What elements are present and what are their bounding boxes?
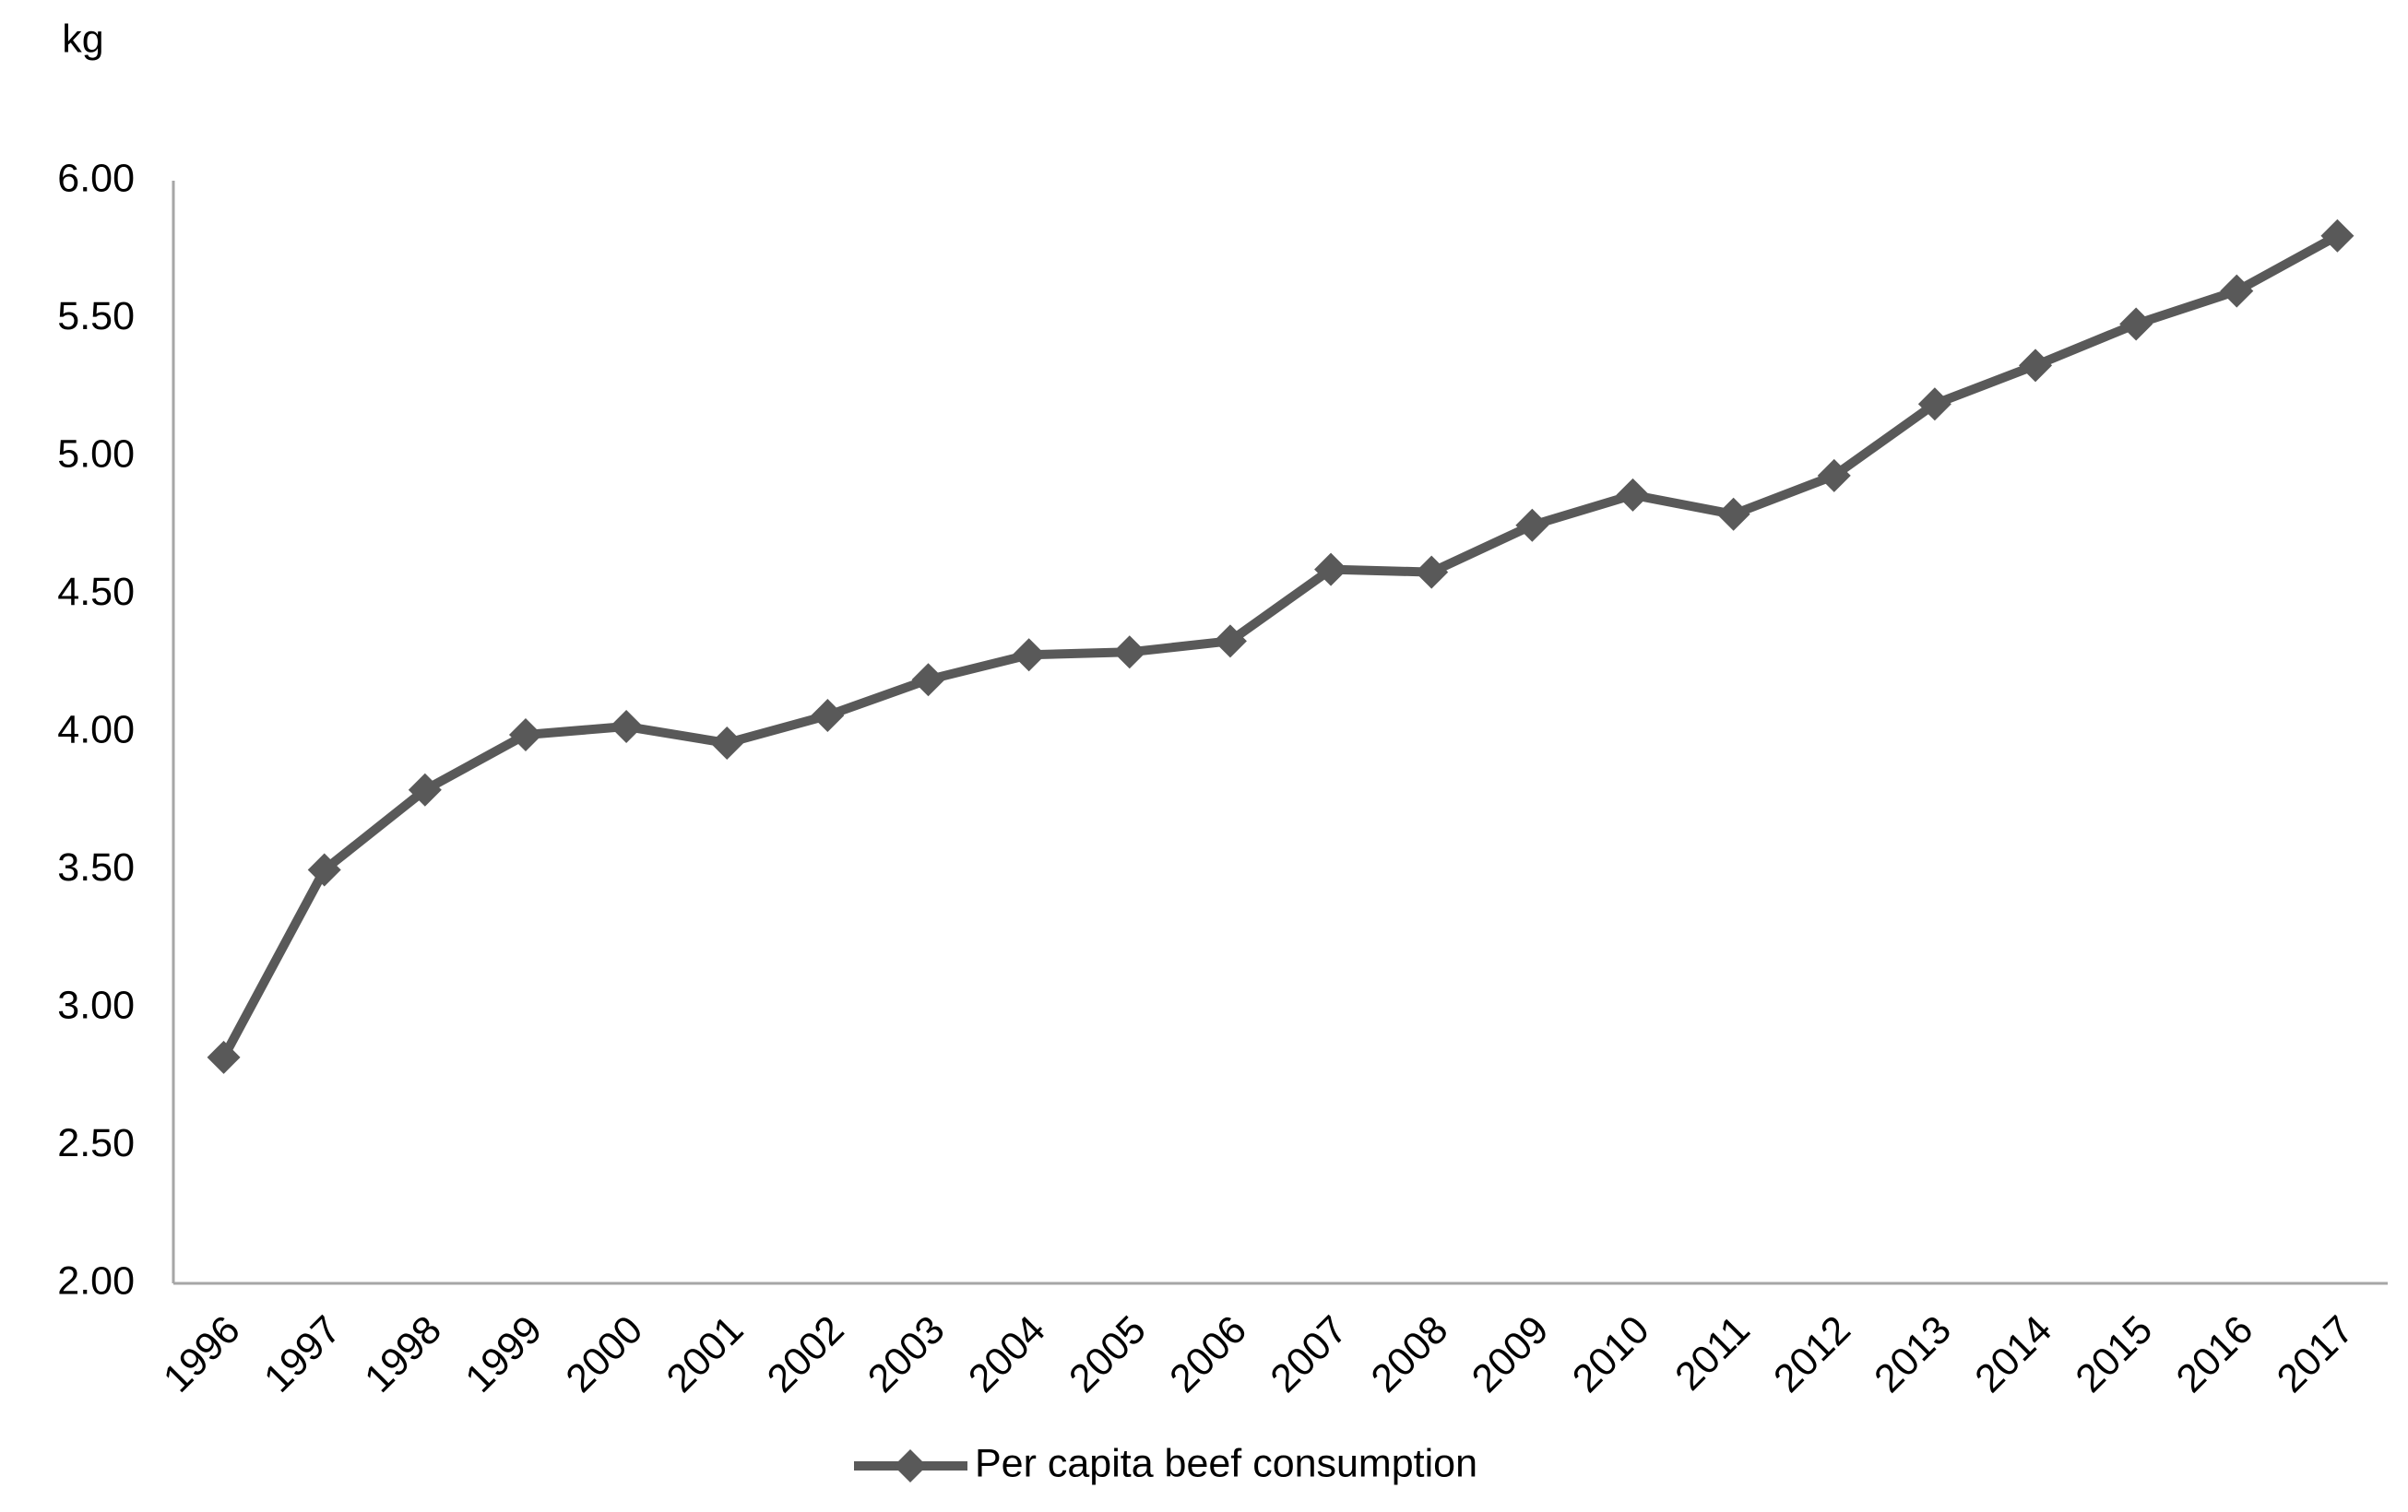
data-point	[1616, 478, 1650, 512]
data-point	[610, 710, 644, 744]
x-tick-label: 2013	[1866, 1307, 1960, 1401]
x-tick-label: 2016	[2168, 1307, 2262, 1401]
y-tick-label: 5.00	[57, 431, 135, 476]
x-tick-label: 2008	[1363, 1307, 1457, 1401]
x-tick-label: 1997	[255, 1307, 350, 1401]
data-point	[1817, 458, 1851, 492]
data-point	[408, 773, 442, 807]
data-point	[1716, 497, 1750, 531]
y-tick-label: 3.50	[57, 845, 135, 890]
x-tick-label: 2017	[2269, 1307, 2363, 1401]
y-tick-label: 2.50	[57, 1121, 135, 1165]
data-point	[2220, 274, 2254, 308]
x-tick-label: 2015	[2068, 1307, 2162, 1401]
x-tick-label: 2009	[1464, 1307, 1558, 1401]
x-tick-label: 1998	[356, 1307, 450, 1401]
data-point	[911, 663, 945, 697]
legend-marker	[894, 1449, 927, 1482]
x-tick-label: 2012	[1765, 1307, 1859, 1401]
data-point	[1112, 635, 1146, 669]
data-point	[508, 717, 542, 751]
x-tick-label: 2005	[1061, 1307, 1155, 1401]
x-tick-label: 2011	[1667, 1307, 1758, 1399]
legend-label: Per capita beef consumption	[975, 1441, 1477, 1485]
data-point	[1515, 508, 1549, 542]
x-tick-label: 2003	[860, 1307, 954, 1401]
data-point	[2119, 307, 2153, 341]
data-point	[2019, 348, 2053, 383]
y-tick-label: 6.00	[57, 156, 135, 200]
x-tick-label: 1999	[457, 1307, 551, 1401]
data-point	[307, 853, 341, 887]
y-tick-label: 4.00	[57, 707, 135, 751]
y-tick-label: 2.00	[57, 1258, 135, 1303]
x-tick-label: 2010	[1564, 1307, 1658, 1401]
y-tick-label: 4.50	[57, 570, 135, 614]
x-tick-label: 2006	[1161, 1307, 1255, 1401]
y-axis-label: kg	[62, 17, 103, 61]
x-tick-label: 2000	[558, 1307, 652, 1401]
x-tick-label: 2014	[1967, 1307, 2061, 1401]
data-point	[1415, 555, 1449, 589]
x-tick-label: 2007	[1263, 1307, 1357, 1401]
data-point	[1213, 624, 1247, 658]
data-point	[207, 1040, 241, 1074]
data-point	[1917, 387, 1951, 421]
x-tick-label: 2004	[960, 1307, 1054, 1401]
data-point	[710, 726, 744, 760]
y-tick-label: 3.00	[57, 983, 135, 1027]
x-tick-label: 2001	[658, 1307, 753, 1401]
data-line	[219, 231, 2340, 1060]
x-tick-label: 1996	[155, 1307, 249, 1401]
data-point	[2320, 219, 2355, 253]
data-point	[1314, 552, 1348, 586]
x-tick-label: 2002	[759, 1307, 853, 1401]
data-point	[1012, 638, 1046, 672]
y-tick-label: 5.50	[57, 294, 135, 338]
data-point	[811, 699, 845, 733]
